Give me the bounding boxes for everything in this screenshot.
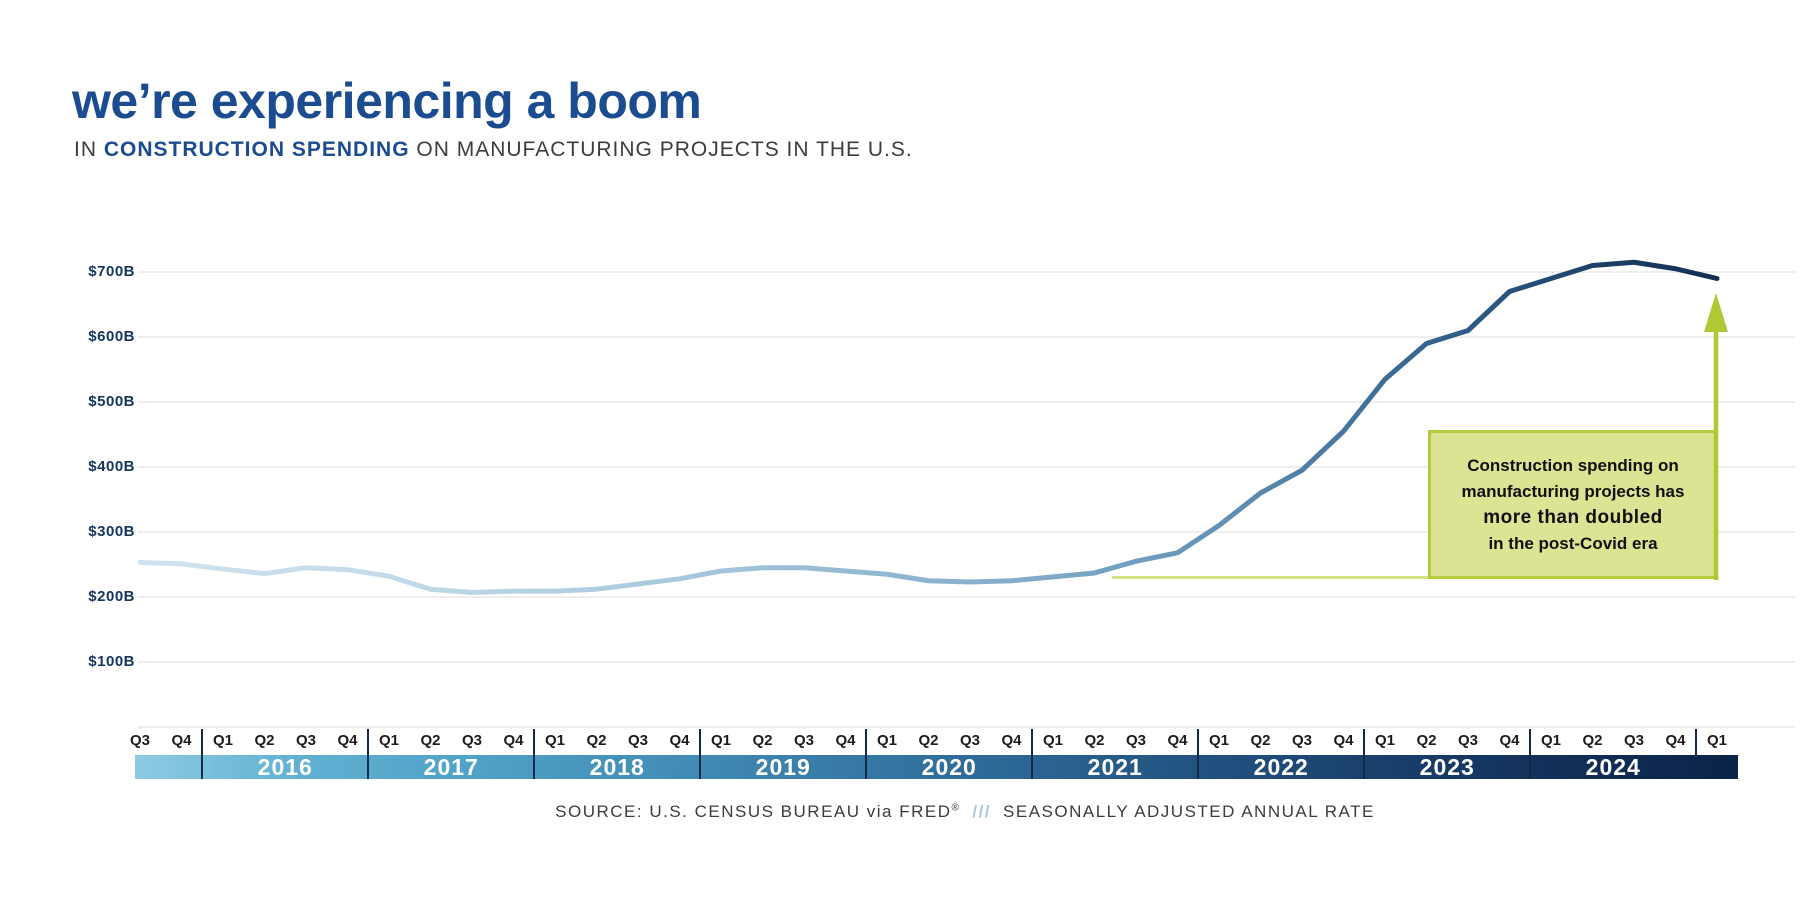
subtitle-prefix: IN — [74, 138, 104, 161]
rate-note: SEASONALLY ADJUSTED ANNUAL RATE — [1003, 802, 1375, 821]
x-axis-quarter-label: Q4 — [1167, 732, 1188, 749]
y-axis-label: $600B — [88, 328, 135, 345]
x-axis-year-label: 2021 — [1087, 754, 1143, 780]
x-axis-year-label: 2016 — [257, 754, 313, 780]
year-separator — [367, 729, 370, 779]
x-axis-quarter-label: Q2 — [1084, 732, 1105, 749]
slash-divider-icon: /// — [972, 802, 992, 821]
y-axis-label: $700B — [88, 263, 135, 280]
x-axis-quarter-label: Q3 — [1457, 732, 1478, 749]
year-separator — [1031, 729, 1034, 779]
year-separator — [1363, 729, 1366, 779]
y-axis-label: $100B — [88, 653, 135, 670]
x-axis-quarter-label: Q3 — [959, 732, 980, 749]
x-axis-quarter-label: Q3 — [461, 732, 482, 749]
x-axis-quarter-label: Q4 — [503, 732, 524, 749]
annotation-line-emphasis: more than doubled — [1483, 506, 1663, 528]
x-axis-quarter-label: Q1 — [1374, 732, 1395, 749]
x-axis-quarter-label: Q3 — [627, 732, 648, 749]
x-axis-quarter-label: Q3 — [1125, 732, 1146, 749]
page-title: we’re experiencing a boom — [72, 73, 702, 129]
x-axis-year-band — [135, 755, 1738, 779]
x-axis-quarter-label: Q1 — [1042, 732, 1063, 749]
annotation-line: Construction spending on — [1467, 455, 1679, 475]
y-axis-label: $300B — [88, 523, 135, 540]
spending-trend-line — [137, 259, 1720, 595]
registered-mark: ® — [951, 802, 961, 814]
x-axis-year-label: 2022 — [1253, 754, 1309, 780]
y-axis-label: $500B — [88, 393, 135, 410]
x-axis-quarter-label: Q2 — [420, 732, 441, 749]
x-axis-quarter-label: Q2 — [1250, 732, 1271, 749]
subtitle-suffix: ON MANUFACTURING PROJECTS IN THE U.S. — [409, 138, 913, 161]
x-axis-quarter-label: Q4 — [1001, 732, 1022, 749]
y-axis-label: $200B — [88, 588, 135, 605]
x-axis-quarter-label: Q1 — [710, 732, 731, 749]
x-axis-quarter-label: Q3 — [129, 732, 150, 749]
x-axis-quarter-label: Q1 — [876, 732, 897, 749]
x-axis-year-label: 2023 — [1419, 754, 1475, 780]
year-separator — [533, 729, 536, 779]
subtitle-accent: CONSTRUCTION SPENDING — [103, 138, 410, 161]
source-note: SOURCE: U.S. CENSUS BUREAU via FRED® /// S… — [135, 802, 1795, 828]
x-axis-quarter-label: Q4 — [835, 732, 856, 749]
year-separator — [1529, 729, 1532, 779]
x-axis-quarter-label: Q2 — [1416, 732, 1437, 749]
annotation-line: in the post-Covid era — [1488, 533, 1658, 553]
year-separator — [201, 729, 204, 779]
x-axis-quarter-label: Q1 — [212, 732, 233, 749]
x-axis-quarter-label: Q1 — [378, 732, 399, 749]
x-axis-quarter-label: Q1 — [1208, 732, 1229, 749]
y-axis-label: $400B — [88, 458, 135, 475]
x-axis-quarter-label: Q4 — [1333, 732, 1354, 749]
x-axis-quarter-label: Q4 — [1665, 732, 1686, 749]
x-axis-year-label: 2024 — [1585, 754, 1641, 780]
x-axis-quarter-label: Q3 — [1291, 732, 1312, 749]
x-axis-quarter-label: Q2 — [586, 732, 607, 749]
source-text: SOURCE: U.S. CENSUS BUREAU via FRED — [555, 802, 952, 821]
x-axis-quarter-label: Q2 — [918, 732, 939, 749]
year-separator — [1197, 729, 1200, 779]
x-axis-quarter-label: Q4 — [171, 732, 192, 749]
x-axis-quarter-label: Q4 — [1499, 732, 1520, 749]
growth-arrow-icon — [1704, 293, 1728, 580]
annotation-callout: Construction spending on manufacturing p… — [1428, 430, 1718, 579]
x-axis-year-label: 2017 — [423, 754, 479, 780]
x-axis-quarter-label: Q3 — [295, 732, 316, 749]
x-axis-quarter-label: Q1 — [1706, 732, 1727, 749]
x-axis-quarter-label: Q2 — [254, 732, 275, 749]
x-axis-quarter-label: Q1 — [544, 732, 565, 749]
x-axis-quarter-label: Q2 — [752, 732, 773, 749]
year-separator — [699, 729, 702, 779]
year-separator — [1695, 729, 1698, 779]
x-axis-quarter-label: Q4 — [337, 732, 358, 749]
x-axis-quarter-label: Q1 — [1540, 732, 1561, 749]
x-axis-year-label: 2020 — [921, 754, 977, 780]
x-axis-quarter-label: Q4 — [669, 732, 690, 749]
x-axis-year-label: 2018 — [589, 754, 645, 780]
x-axis-quarter-label: Q3 — [1623, 732, 1644, 749]
x-axis-year-label: 2019 — [755, 754, 811, 780]
page-subtitle: IN CONSTRUCTION SPENDING ON MANUFACTURIN… — [74, 138, 913, 162]
x-axis-quarter-label: Q3 — [793, 732, 814, 749]
annotation-line: manufacturing projects has — [1461, 481, 1685, 501]
x-axis-quarter-label: Q2 — [1582, 732, 1603, 749]
year-separator — [865, 729, 868, 779]
